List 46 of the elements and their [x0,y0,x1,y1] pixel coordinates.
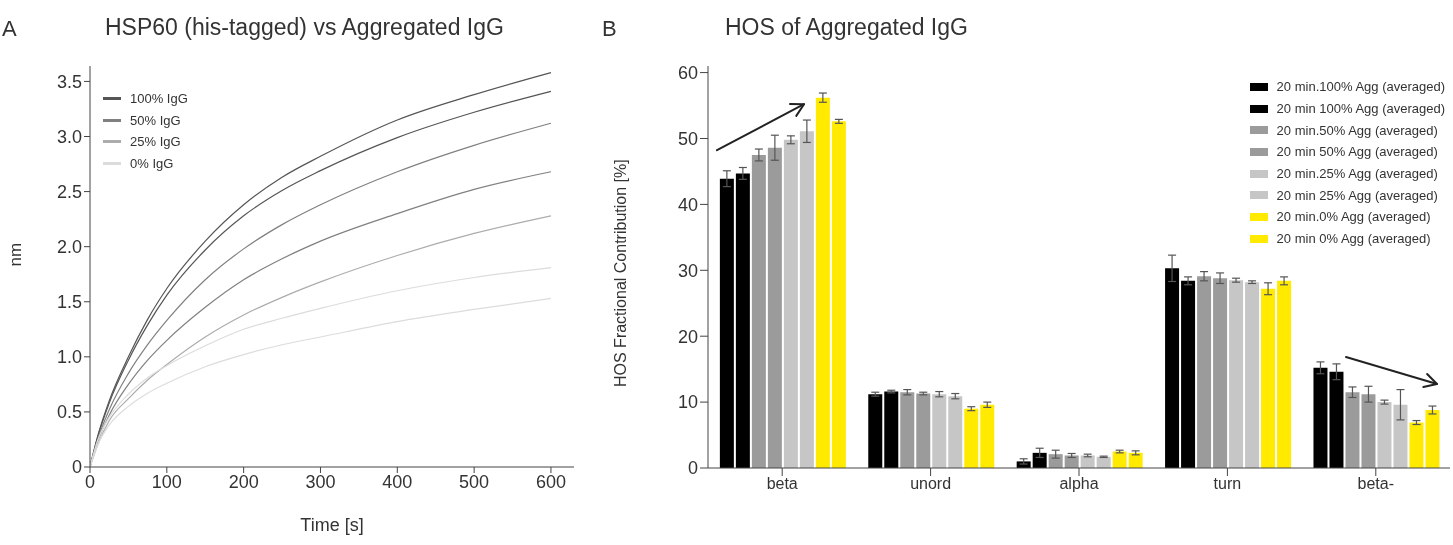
legend-label: 100% IgG [130,91,188,107]
legend-label: 20 min 50% Agg (averaged) [1276,144,1438,160]
text: A [2,16,17,42]
y-tick-label: 2.0 [56,237,82,258]
x-tick-label: 200 [228,471,259,492]
y-tick-label: 10 [677,392,698,413]
y-tick-label: 3.0 [56,126,82,147]
text: B [602,16,617,42]
x-tick-label: beta [766,475,798,493]
legend-label: 20 min.50% Agg (averaged) [1276,122,1438,138]
x-tick-label: 300 [305,471,336,492]
legend-label: 25% IgG [130,134,181,150]
legend-label: 0% IgG [130,155,174,171]
y-tick-label: 30 [677,260,698,281]
y-tick-label: 0 [687,458,698,479]
y-tick-label: 1.5 [56,292,82,313]
legend-label: 20 min 25% Agg (averaged) [1276,187,1438,203]
legend-label: 20 min.100% Agg (averaged) [1276,79,1445,95]
x-axis-title: Time [s] [300,515,364,535]
chart-title: HOS of Aggregated IgG [725,14,968,41]
y-tick-label: 0.5 [56,402,82,423]
y-tick-label: 2.5 [56,181,82,202]
x-tick-label: unord [910,475,952,493]
x-tick-label: 0 [84,471,96,492]
y-tick-label: 40 [677,194,698,215]
y-tick-label: 20 [677,326,698,347]
legend-label: 20 min.25% Agg (averaged) [1276,166,1438,182]
legend-label: 20 min.0% Agg (averaged) [1276,209,1431,225]
y-axis-title: HOS Fractional Contribution [%] [611,159,629,387]
legend-label: 20 min 0% Agg (averaged) [1276,231,1431,247]
y-tick-label: 0 [71,457,82,478]
x-tick-label: turn [1213,475,1242,493]
x-tick-label: 400 [382,471,413,492]
legend-label: 50% IgG [130,112,181,128]
chart-title: HSP60 (his-tagged) vs Aggregated IgG [105,14,504,41]
y-tick-label: 60 [677,62,698,83]
x-tick-label: 500 [459,471,490,492]
y-tick-label: 3.5 [56,71,82,92]
x-tick-label: alpha [1059,475,1099,493]
x-tick-label: 600 [535,471,566,492]
x-tick-label: beta- [1357,475,1395,493]
legend-label: 20 min 100% Agg (averaged) [1276,101,1445,117]
y-axis-title: nm [6,242,26,267]
y-tick-label: 1.0 [56,347,82,368]
y-tick-label: 50 [677,128,698,149]
x-tick-label: 100 [151,471,182,492]
